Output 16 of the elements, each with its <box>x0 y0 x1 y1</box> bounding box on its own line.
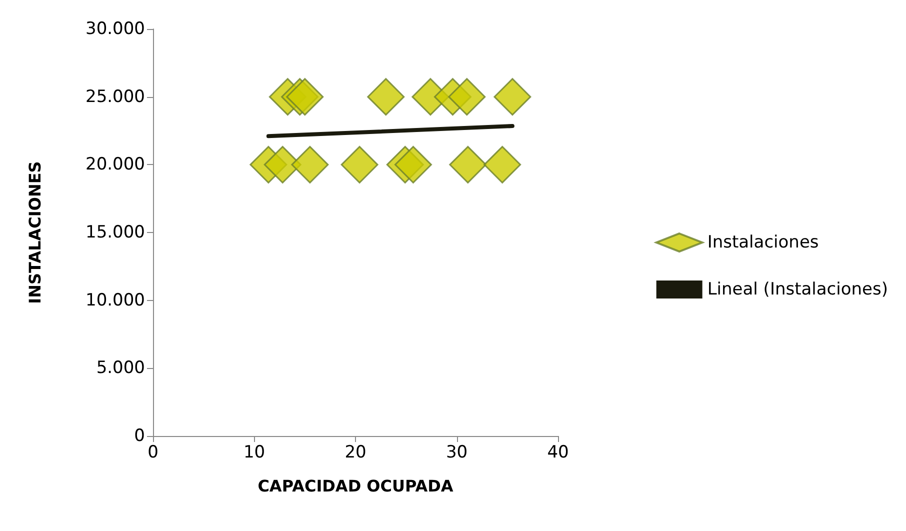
y-tick-label: 25.000 <box>86 86 145 107</box>
y-tick-label: 20.000 <box>86 154 145 175</box>
y-tick-label: 5.000 <box>96 358 145 378</box>
x-tick-label: 30 <box>446 442 468 462</box>
y-tick-label: 15.000 <box>86 222 145 242</box>
x-tick-label: 10 <box>243 442 266 462</box>
x-axis-title: CAPACIDAD OCUPADA <box>258 476 454 496</box>
y-axis-title: INSTALACIONES <box>26 161 44 304</box>
x-tick-label: 40 <box>547 442 569 462</box>
y-tick-label: 10.000 <box>86 290 145 310</box>
x-tick-label: 0 <box>148 442 158 462</box>
y-tick-label: 30.000 <box>86 19 145 39</box>
y-tick-label: 0 <box>134 426 145 446</box>
legend-label: Lineal (Instalaciones) <box>707 280 888 300</box>
x-tick-label: 20 <box>344 442 366 462</box>
legend-label: Instalaciones <box>707 232 819 252</box>
